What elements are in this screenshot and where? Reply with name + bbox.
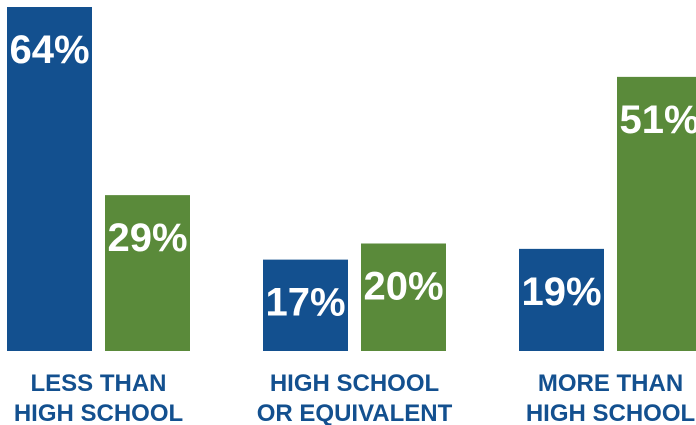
bar-series-1-cat-1 — [7, 7, 92, 351]
data-label-series-2-cat-3: 51% — [619, 98, 696, 142]
bar-series-1-cat-2 — [263, 259, 348, 351]
bar-series-1-cat-3 — [519, 248, 604, 351]
data-label-series-1-cat-2: 17% — [265, 281, 345, 325]
data-label-series-2-cat-2: 20% — [363, 265, 443, 309]
category-label-1-line-2: HIGH SCHOOL — [14, 400, 183, 425]
data-label-series-1-cat-3: 19% — [521, 270, 601, 314]
bar-series-2-cat-1 — [105, 195, 190, 351]
data-label-series-1-cat-1: 64% — [9, 28, 89, 72]
category-label-1-line-1: LESS THAN — [30, 370, 166, 397]
category-label-3-line-1: MORE THAN — [538, 370, 683, 397]
bar-series-2-cat-2 — [361, 243, 446, 351]
category-label-2-line-2: OR EQUIVALENT — [257, 400, 453, 425]
category-label-3-line-2: HIGH SCHOOL — [526, 400, 695, 425]
category-label-2-line-1: HIGH SCHOOL — [270, 370, 439, 397]
bar-series-2-cat-3 — [617, 76, 696, 351]
data-label-series-2-cat-1: 29% — [107, 216, 187, 260]
